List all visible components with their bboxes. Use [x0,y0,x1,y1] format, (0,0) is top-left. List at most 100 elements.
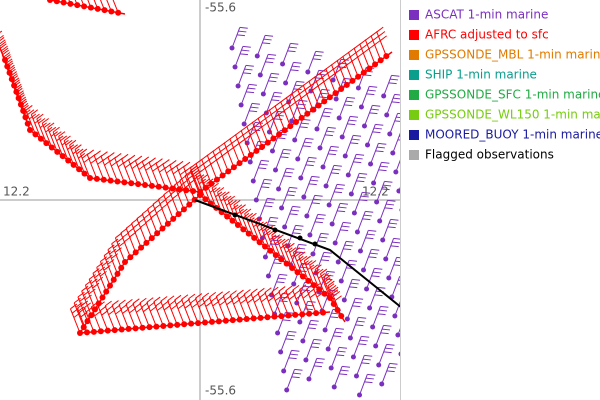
legend-swatch[interactable] [409,150,419,160]
legend-swatch[interactable] [409,30,419,40]
observation-dot [322,327,328,333]
barb-feather [333,291,341,297]
observation-dot [364,286,370,292]
observation-dot [339,134,345,140]
barb-feather [293,372,302,375]
axis-label-right: 12.2 [362,185,389,199]
barb-feather [393,237,400,240]
barb-staff [81,0,85,7]
observation-dot [367,305,373,311]
barb-feather [155,158,163,164]
legend-label[interactable]: GPSSONDE_WL150 1-min marine [425,108,600,122]
barb-feather [327,126,336,129]
barb-feather [398,279,400,281]
barb-staff [87,0,92,8]
barb-feather [257,140,267,143]
barb-feather [12,79,20,86]
barb-feather [20,100,28,107]
legend-label[interactable]: ASCAT 1-min marine [425,8,548,22]
observation-dot [262,254,268,260]
observation-dot [259,143,266,150]
barb-feather [323,274,331,281]
observation-dot [47,0,53,3]
barb-feather [329,285,337,291]
barb-feather [264,205,273,208]
barb-feather [366,233,375,236]
legend-label[interactable]: Flagged observations [425,148,554,162]
barb-feather [0,35,4,39]
barb-feather [374,267,383,270]
barb-feather [276,281,285,284]
barb-feather [308,156,317,159]
barb-feather [268,80,277,83]
barb-feather [309,323,318,326]
observation-dot [108,8,115,15]
barb-feather [288,330,297,333]
barb-feather [323,251,332,254]
observation-dot [336,115,342,121]
barb-feather [52,126,60,133]
observation-dot [202,196,209,203]
barb-feather [285,338,294,341]
legend-swatch[interactable] [409,90,419,100]
observation-dot [332,240,338,246]
observation-dot [306,310,313,317]
observation-dot [357,392,363,398]
legend-swatch[interactable] [409,110,419,120]
barb-feather [211,182,219,189]
legend-swatch[interactable] [409,70,419,80]
observation-dot [250,178,256,184]
observation-dot [101,7,108,14]
barb-feather [252,129,261,132]
barb-feather [280,156,289,159]
observation-dot [81,170,88,177]
observation-dot [303,357,309,363]
barb-staff [93,0,99,10]
observation-dot [262,243,268,250]
observation-dot [325,346,331,352]
observation-dot [197,192,203,198]
barb-feather [331,172,340,175]
barb-feather [8,68,16,75]
barb-feather [277,137,286,140]
barb-feather [100,256,108,262]
legend-label[interactable]: GPSSONDE_SFC 1-min marine [425,88,600,102]
barb-feather [383,324,392,327]
barb-feather [287,50,296,53]
barb-feather [148,157,156,163]
barb-feather [215,291,223,297]
observation-dot [107,282,113,289]
observation-dot [321,98,328,105]
barb-feather [392,241,400,244]
barb-feather [107,244,115,251]
observation-dot [222,317,229,324]
barb-feather [127,227,135,234]
barb-feather [9,71,17,77]
observation-dot [127,254,134,261]
barb-feather [111,238,119,245]
legend-label[interactable]: MOORED_BUOY 1-min marine [425,128,600,142]
barb-feather [329,149,338,152]
observation-dot [293,119,299,125]
barb-feather [148,208,157,214]
observation-dot [224,213,231,220]
barb-feather [128,154,136,161]
legend-label[interactable]: SHIP 1-min marine [425,68,537,82]
barb-feather [265,201,274,204]
barb-feather [190,165,198,172]
legend-label[interactable]: GPSSONDE_MBL 1-min marine [425,48,600,62]
legend-swatch[interactable] [409,50,419,60]
barb-feather [238,30,247,33]
barb-feather [239,26,248,29]
barb-feather [331,312,340,315]
legend-swatch[interactable] [409,10,419,20]
barb-feather [386,370,395,373]
observation-dot [294,269,301,276]
barb-feather [298,251,306,258]
legend-swatch[interactable] [409,130,419,140]
barb-feather [307,160,316,163]
barb-feather [314,287,322,294]
barb-feather [323,111,332,114]
legend-label[interactable]: AFRC adjusted to sfc [425,28,549,42]
